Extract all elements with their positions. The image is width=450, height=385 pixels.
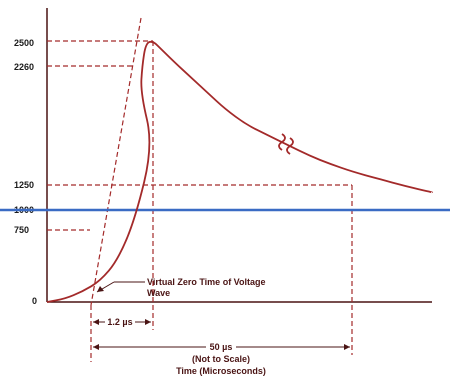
y-tick-0: 0 [32, 296, 37, 306]
not-to-scale-label: (Not to Scale) [192, 354, 250, 364]
tail-time-arrow-left [93, 344, 99, 350]
tail-time-label: 50 µs [210, 342, 233, 352]
voltage-curve [46, 40, 433, 303]
tail-time-label-bg [206, 341, 236, 352]
tail-time-arrow-right [344, 344, 350, 350]
front-tangent-line [90, 17, 142, 306]
front-time-label: 1.2 µs [107, 317, 132, 327]
scale-break-icon [278, 133, 294, 155]
virtual-zero-label: Virtual Zero Time of Voltage Wave [147, 277, 268, 298]
y-tick-2500: 2500 [14, 38, 34, 48]
virtual-zero-arrowhead [97, 286, 104, 292]
front-time-arrow-left [93, 319, 99, 325]
front-time-arrow-right [145, 319, 151, 325]
y-tick-750: 750 [14, 225, 29, 235]
front-time-label-bg [105, 316, 135, 327]
y-tick-1250: 1250 [14, 180, 34, 190]
x-axis-title: Time (Microseconds) [176, 366, 266, 376]
y-tick-2260: 2260 [14, 62, 34, 72]
